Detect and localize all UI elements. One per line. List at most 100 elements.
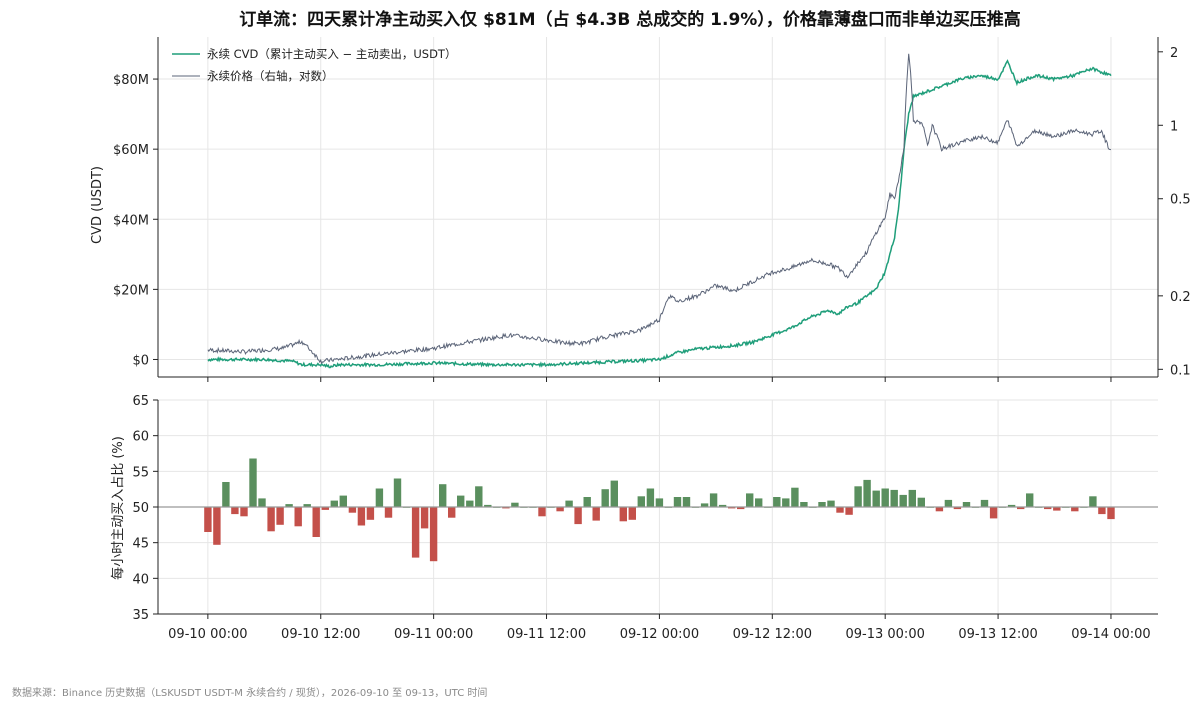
buy-ratio-bar <box>989 507 998 519</box>
buy-ratio-bar <box>249 458 257 507</box>
buy-ratio-bar <box>411 507 420 558</box>
cvd-line <box>207 59 1112 369</box>
right-ytick-label: 0.2 <box>1170 290 1191 305</box>
buy-ratio-bar <box>899 494 907 507</box>
xtick-label: 09-13 00:00 <box>845 627 924 642</box>
buy-ratio-bar <box>484 504 492 507</box>
buy-ratio-bar <box>700 503 709 507</box>
buy-ratio-bar <box>348 507 357 513</box>
buy-ratio-bar <box>818 502 826 507</box>
buy-ratio-bar <box>231 507 239 515</box>
buy-ratio-bar <box>637 496 645 507</box>
buy-ratio-bar <box>1053 507 1061 511</box>
buy-ratio-bars <box>204 458 1115 562</box>
buy-ratio-bar <box>475 486 483 507</box>
buy-ratio-bar <box>538 507 546 517</box>
buy-ratio-bar <box>953 507 962 510</box>
buy-ratio-bar <box>737 507 745 510</box>
right-ytick-label: 2 <box>1170 46 1178 61</box>
buy-ratio-bar <box>321 507 329 510</box>
buy-ratio-bar <box>1044 507 1052 510</box>
buy-ratio-bar <box>836 507 844 513</box>
buy-ratio-bar <box>222 482 230 507</box>
buy-ratio-bar <box>773 497 781 507</box>
buy-ratio-bar <box>393 478 402 507</box>
buy-ratio-bar <box>881 488 889 507</box>
buy-ratio-bar <box>890 489 898 507</box>
buy-ratio-bar <box>213 507 221 545</box>
xtick-label: 09-13 12:00 <box>958 627 1037 642</box>
left-ytick-label: $80M <box>113 73 149 88</box>
bottom-ytick-label: 65 <box>132 394 149 409</box>
cvd-axis-label: CVD (USDT) <box>90 166 105 244</box>
source-footnote: 数据来源：Binance 历史数据（LSKUSDT USDT-M 永续合约 / … <box>12 688 488 699</box>
buy-ratio-bar <box>1007 504 1016 507</box>
legend-label-cvd: 永续 CVD（累计主动买入 − 主动卖出，USDT） <box>207 47 456 61</box>
bottom-ytick-label: 50 <box>132 501 149 516</box>
buy-ratio-bar <box>673 497 682 507</box>
buy-ratio-bar <box>601 489 609 507</box>
bottom-ytick-label: 35 <box>132 608 149 623</box>
bottom-axes: 09-10 00:00 09-10 12:00 09-11 00:00 09-11 1… <box>132 394 1158 642</box>
buy-ratio-panel: 09-10 00:00 09-10 12:00 09-11 00:00 09-11 1… <box>110 394 1158 642</box>
buy-ratio-bar <box>267 507 275 532</box>
bottom-ytick-label: 60 <box>132 430 149 445</box>
buy-ratio-axis-label: 每小时主动买入占比 (%) <box>110 436 126 580</box>
price-line <box>207 53 1112 365</box>
xtick-label: 09-10 12:00 <box>281 627 360 642</box>
buy-ratio-bar <box>1026 493 1034 507</box>
cvd-series <box>207 59 1112 369</box>
buy-ratio-bar <box>448 507 456 518</box>
buy-ratio-bar <box>980 499 989 507</box>
buy-ratio-bar <box>429 507 438 562</box>
bottom-ytick-label: 45 <box>132 537 149 552</box>
buy-ratio-bar <box>565 500 573 507</box>
buy-ratio-bar <box>646 488 655 507</box>
buy-ratio-bar <box>863 479 871 507</box>
buy-ratio-bar <box>457 495 465 507</box>
buy-ratio-bar <box>502 507 510 509</box>
buy-ratio-bar <box>628 507 636 520</box>
bottom-ytick-label: 55 <box>132 465 149 480</box>
right-ytick-label: 0.5 <box>1170 193 1191 208</box>
buy-ratio-bar <box>908 489 916 507</box>
right-ytick-label: 0.1 <box>1170 363 1191 378</box>
buy-ratio-bar <box>339 495 347 507</box>
buy-ratio-bar <box>240 507 248 517</box>
right-ytick-label: 1 <box>1170 119 1178 134</box>
buy-ratio-bar <box>366 507 375 520</box>
buy-ratio-bar <box>944 499 953 507</box>
buy-ratio-bar <box>845 507 853 515</box>
buy-ratio-bar <box>330 500 338 507</box>
top-axes: $0 $20M $40M $60M $80M 0.1 0.2 0.5 1 2 <box>113 37 1191 382</box>
buy-ratio-bar <box>258 498 266 507</box>
buy-ratio-bar <box>583 497 591 507</box>
buy-ratio-bar <box>294 507 302 527</box>
buy-ratio-bar <box>709 493 718 507</box>
buy-ratio-bar <box>791 487 799 507</box>
buy-ratio-bar <box>1071 507 1079 512</box>
buy-ratio-bar <box>746 493 754 507</box>
buy-ratio-bar <box>935 507 944 512</box>
buy-ratio-bar <box>1017 507 1025 510</box>
legend-label-price: 永续价格（右轴，对数） <box>207 69 334 83</box>
top-grid <box>158 37 1158 377</box>
buy-ratio-bar <box>655 498 664 507</box>
buy-ratio-bar <box>303 504 311 507</box>
left-ytick-label: $40M <box>113 213 149 228</box>
cvd-price-panel: $0 $20M $40M $60M $80M 0.1 0.2 0.5 1 2 永续 CVD（累计主… <box>90 37 1191 382</box>
buy-ratio-bar <box>285 504 293 507</box>
xtick-label: 09-14 00:00 <box>1071 627 1150 642</box>
legend: 永续 CVD（累计主动买入 − 主动卖出，USDT） 永续价格（右轴，对数） <box>172 47 456 83</box>
left-ytick-label: $60M <box>113 143 149 158</box>
xtick-label: 09-11 00:00 <box>394 627 473 642</box>
buy-ratio-bar <box>1098 507 1106 515</box>
buy-ratio-bar <box>619 507 627 522</box>
buy-ratio-bar <box>718 504 727 507</box>
buy-ratio-bar <box>592 507 600 521</box>
price-series <box>207 53 1112 365</box>
left-ytick-label: $20M <box>113 283 149 298</box>
buy-ratio-bar <box>511 502 519 507</box>
xtick-label: 09-11 12:00 <box>507 627 586 642</box>
